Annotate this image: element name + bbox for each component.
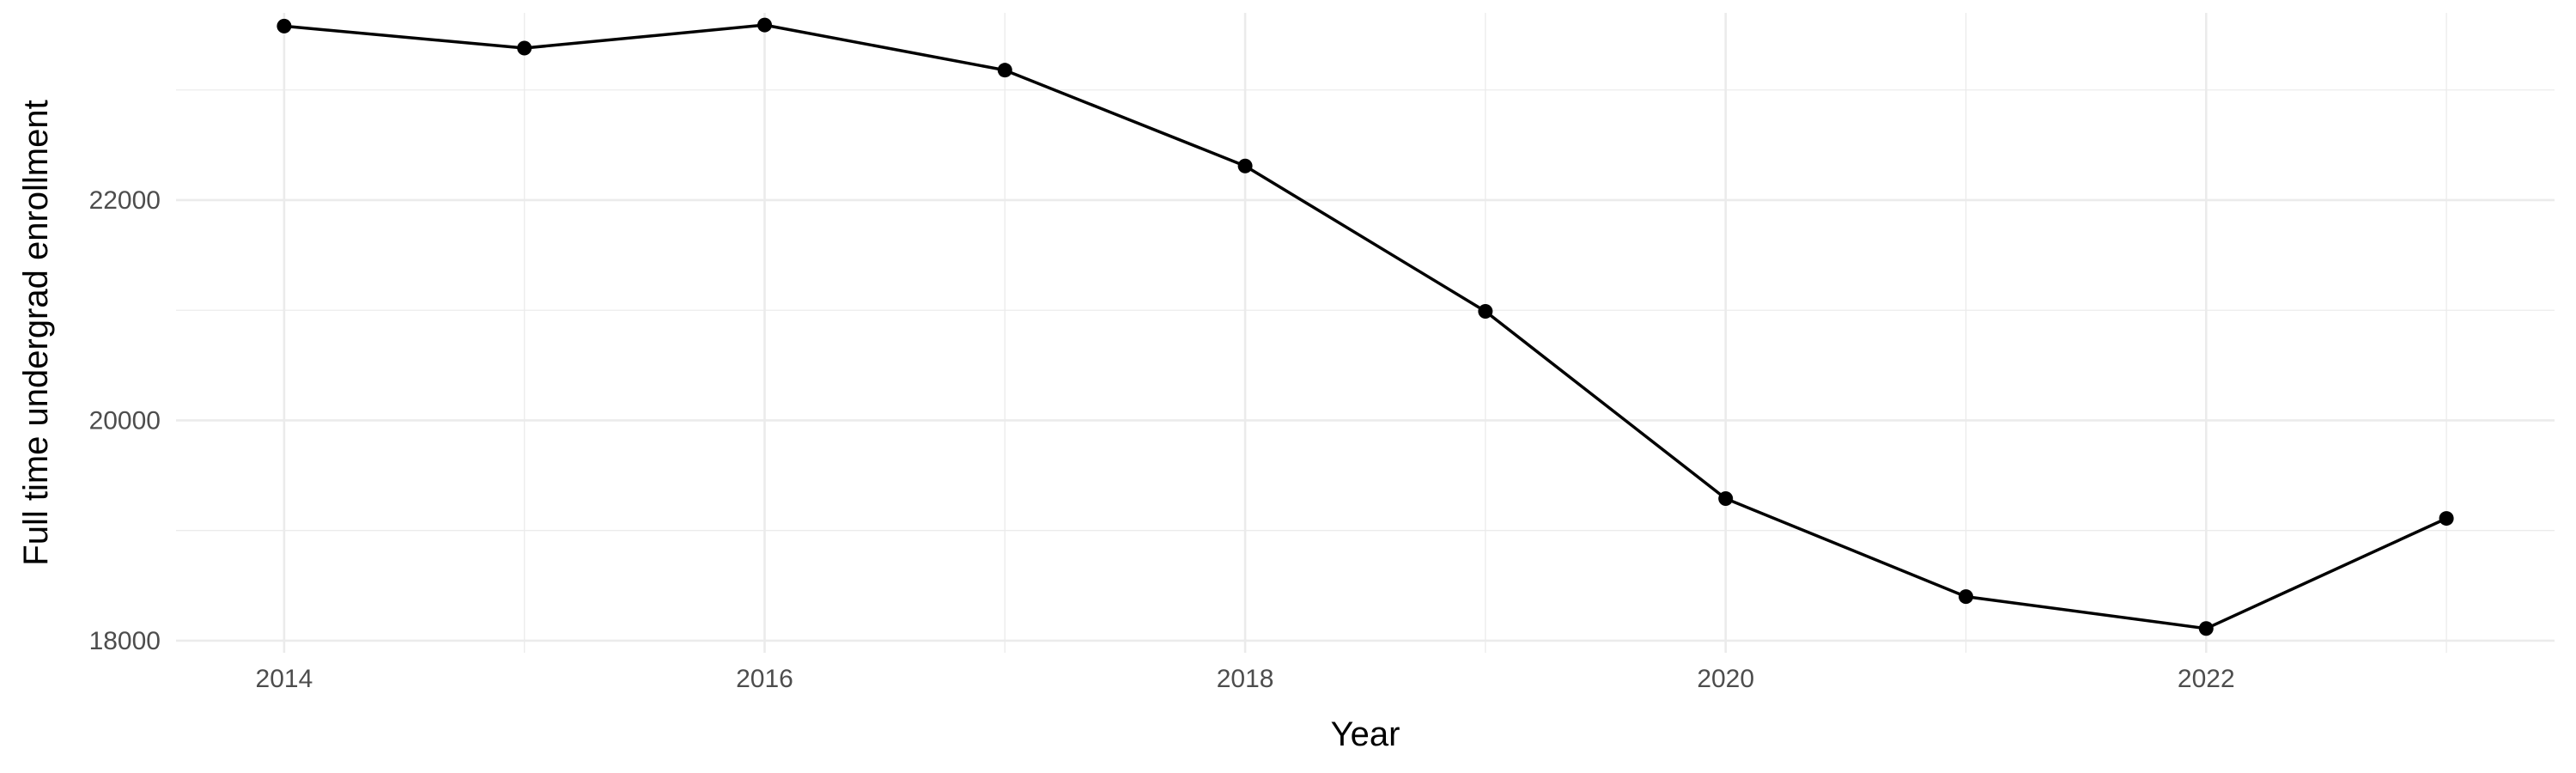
major-gridlines [176, 13, 2555, 653]
series-layer [283, 23, 2447, 630]
y-axis-ticks: 18000 20000 22000 [89, 186, 161, 655]
x-axis-title: Year [1331, 715, 1400, 753]
y-tick-label: 22000 [89, 186, 161, 215]
data-point [517, 40, 532, 56]
minor-gridlines [176, 13, 2555, 653]
y-axis-title: Full time undergrad enrollment [17, 100, 55, 565]
x-tick-label: 2020 [1697, 665, 1754, 693]
data-point [1958, 589, 1973, 605]
x-tick-label: 2018 [1217, 665, 1274, 693]
data-point [2439, 511, 2454, 526]
data-point [276, 18, 292, 33]
x-tick-label: 2022 [2178, 665, 2235, 693]
y-tick-label: 20000 [89, 406, 161, 435]
x-tick-label: 2014 [256, 665, 313, 693]
data-point [757, 17, 773, 33]
data-point [1478, 303, 1493, 319]
x-tick-label: 2016 [736, 665, 793, 693]
data-point [1237, 158, 1253, 173]
data-point [2198, 621, 2214, 636]
data-point [1718, 490, 1734, 506]
data-point [997, 63, 1012, 78]
points-layer [276, 17, 2454, 636]
x-axis-ticks: 2014 2016 2018 2020 2022 [256, 665, 2235, 693]
y-tick-label: 18000 [89, 627, 161, 655]
series-line [283, 23, 2447, 630]
